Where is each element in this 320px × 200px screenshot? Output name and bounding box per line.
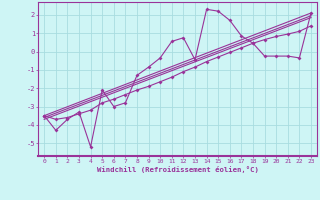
X-axis label: Windchill (Refroidissement éolien,°C): Windchill (Refroidissement éolien,°C) [97,166,259,173]
